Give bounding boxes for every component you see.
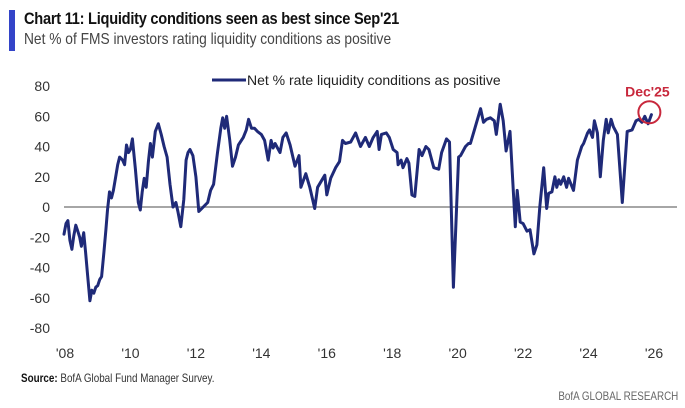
x-tick-label: '24	[579, 345, 597, 361]
y-tick-label: 0	[42, 199, 50, 215]
annotation-circle	[637, 100, 662, 125]
annotation-dec25: Dec'25	[625, 83, 670, 125]
brand-label: BofA GLOBAL RESEARCH	[558, 389, 678, 403]
annotation-label: Dec'25	[625, 83, 670, 99]
y-tick-label: 40	[34, 139, 50, 155]
source-text: BofA Global Fund Manager Survey.	[57, 371, 215, 385]
y-tick-label: -80	[30, 320, 50, 336]
y-tick-label: 20	[34, 169, 50, 185]
chart-subtitle: Net % of FMS investors rating liquidity …	[24, 31, 392, 48]
x-tick-label: '22	[514, 345, 532, 361]
y-tick-label: -20	[30, 229, 50, 245]
legend: Net % rate liquidity conditions as posit…	[212, 72, 501, 88]
x-tick-label: '14	[252, 345, 270, 361]
x-tick-label: '20	[449, 345, 467, 361]
legend-label: Net % rate liquidity conditions as posit…	[247, 72, 501, 88]
x-tick-label: '26	[645, 345, 663, 361]
source-label: Source:	[21, 371, 58, 385]
x-tick-label: '10	[121, 345, 139, 361]
title-accent-bar	[9, 10, 15, 51]
y-tick-label: 60	[34, 108, 50, 124]
y-tick-label: 80	[34, 78, 50, 94]
y-axis: 80 60 40 20 0 -20 -40 -60 -80	[30, 78, 50, 336]
x-tick-label: '18	[383, 345, 401, 361]
source-note: Source: BofA Global Fund Manager Survey.	[21, 371, 214, 385]
x-tick-label: '08	[56, 345, 74, 361]
x-tick-label: '16	[318, 345, 336, 361]
series-line	[62, 102, 653, 303]
y-tick-label: -60	[30, 290, 50, 306]
chart-title: Chart 11: Liquidity conditions seen as b…	[24, 9, 399, 28]
x-axis: '08 '10 '12 '14 '16 '18 '20 '22 '24 '26	[56, 345, 663, 361]
x-tick-label: '12	[187, 345, 205, 361]
y-tick-label: -40	[30, 260, 50, 276]
